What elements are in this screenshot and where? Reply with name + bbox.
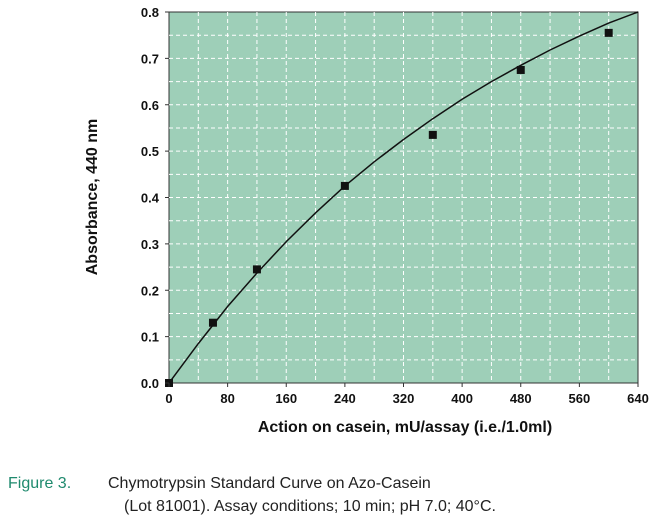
data-point bbox=[516, 65, 525, 74]
x-tick-label: 480 bbox=[510, 391, 532, 406]
y-tick-label: 0.3 bbox=[141, 237, 159, 252]
y-axis-title: Absorbance, 440 nm bbox=[84, 119, 101, 276]
y-tick-label: 0.8 bbox=[141, 5, 159, 20]
data-point bbox=[340, 181, 349, 190]
x-tick-label: 400 bbox=[451, 391, 473, 406]
data-point bbox=[252, 265, 261, 274]
data-point bbox=[208, 318, 217, 327]
data-point bbox=[604, 28, 613, 37]
x-axis-title: Action on casein, mU/assay (i.e./1.0ml) bbox=[258, 419, 552, 436]
caption-line-1: Chymotrypsin Standard Curve on Azo-Casei… bbox=[108, 475, 431, 492]
x-tick-label: 320 bbox=[393, 391, 415, 406]
chart: 0 80 160 240 320 400 480 560 640 0.0 0.1 0.2 0.3 0.4… bbox=[84, 5, 649, 436]
x-tick-label: 640 bbox=[627, 391, 649, 406]
x-tick-label: 240 bbox=[334, 391, 356, 406]
y-tick-label: 0.7 bbox=[141, 51, 159, 66]
caption-line-2: (Lot 81001). Assay conditions; 10 min; p… bbox=[124, 498, 496, 515]
data-point bbox=[428, 130, 437, 139]
y-tick-label: 0.4 bbox=[141, 191, 160, 206]
fit-curve bbox=[168, 11, 639, 384]
x-tick-label: 0 bbox=[165, 391, 172, 406]
y-tick-label: 0.1 bbox=[141, 330, 159, 345]
y-tick-label: 0.6 bbox=[141, 98, 159, 113]
y-tick-label: 0.5 bbox=[141, 144, 159, 159]
x-tick-label: 560 bbox=[569, 391, 591, 406]
y-tick-label: 0.0 bbox=[141, 376, 159, 391]
figure-label: Figure 3. bbox=[8, 475, 72, 492]
y-tick-label: 0.2 bbox=[141, 283, 159, 298]
x-tick-label: 160 bbox=[275, 391, 297, 406]
x-tick-label: 80 bbox=[220, 391, 234, 406]
